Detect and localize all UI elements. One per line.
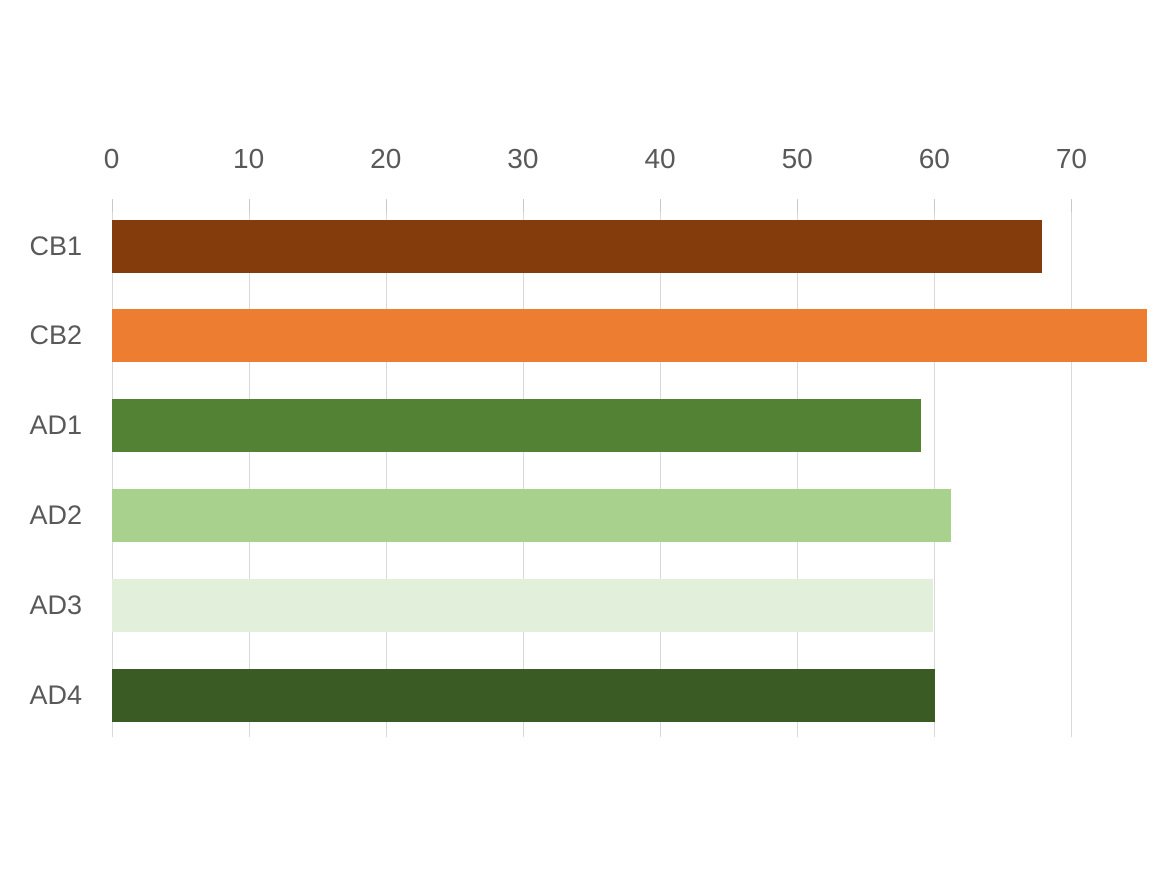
gridline <box>660 199 662 737</box>
category-label-ad4: AD4 <box>29 680 82 710</box>
bar-ad4 <box>112 669 935 722</box>
gridline <box>1071 199 1073 737</box>
x-axis-tick-label: 30 <box>507 143 539 174</box>
axis-tick-mark <box>660 199 662 212</box>
category-label-cb1: CB1 <box>29 230 82 261</box>
gridline <box>248 199 250 737</box>
axis-tick-mark <box>522 199 524 212</box>
axis-tick-mark <box>1071 199 1073 212</box>
x-axis-tick-label: 70 <box>1055 143 1087 174</box>
x-axis-tick-label: 0 <box>103 143 120 174</box>
x-axis-tick-label: 60 <box>918 143 950 174</box>
axis-tick-mark <box>248 199 250 212</box>
gridline <box>385 199 387 737</box>
x-axis-tick-label: 20 <box>370 143 402 174</box>
category-label-ad2: AD2 <box>29 500 82 531</box>
gridline <box>797 199 799 737</box>
x-axis-tick-label: 10 <box>233 143 265 174</box>
gridline <box>522 199 524 737</box>
axis-tick-mark <box>385 199 387 212</box>
x-axis-tick-label: 40 <box>644 143 676 174</box>
axis-tick-mark <box>797 199 799 212</box>
gridline <box>111 199 113 737</box>
axis-tick-mark <box>934 199 936 212</box>
axis-tick-mark <box>111 199 113 212</box>
bar-cb1 <box>112 219 1042 273</box>
category-label-cb2: CB2 <box>29 320 82 351</box>
x-axis-tick-label: 50 <box>781 143 813 174</box>
gridline <box>934 199 936 737</box>
category-label-ad1: AD1 <box>29 410 82 441</box>
category-label-ad3: AD3 <box>29 590 82 621</box>
bar-ad3 <box>112 579 934 633</box>
bar-ad1 <box>112 399 922 453</box>
bar-ad2 <box>112 489 952 543</box>
bar-cb2 <box>112 309 1148 363</box>
